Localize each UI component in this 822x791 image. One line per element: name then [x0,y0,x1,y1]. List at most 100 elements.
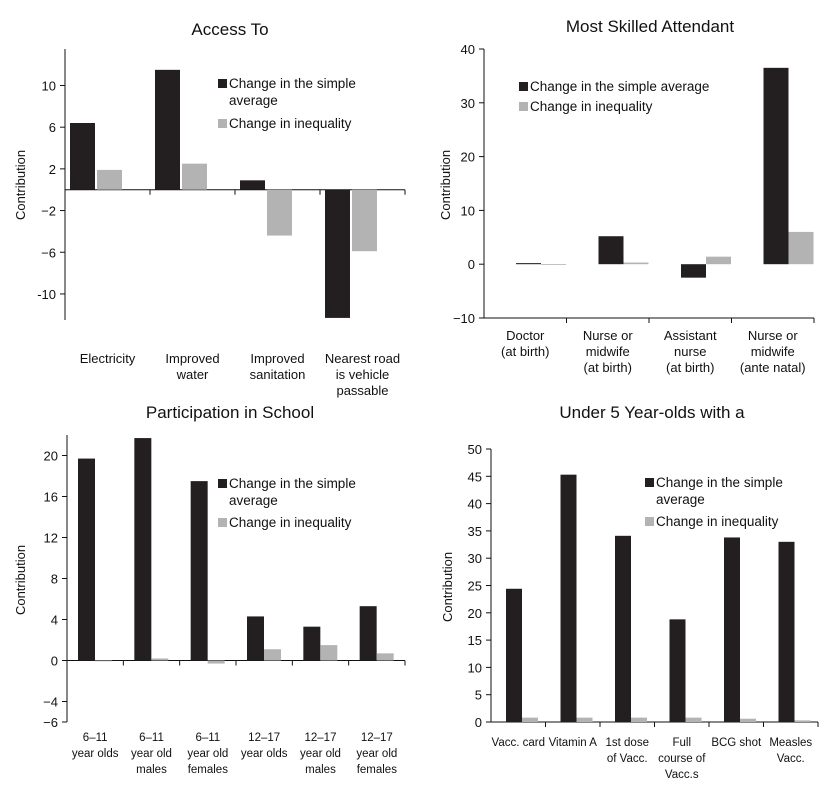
bar-inequality [352,189,377,252]
y-tick-label: 30 [461,96,475,111]
bar-average [763,67,789,265]
chart-title: Participation in School [146,403,314,422]
y-tick-label: 10 [468,660,482,675]
legend-swatch-inequality [519,102,528,111]
x-tick-label: midwife [586,344,630,359]
legend-swatch-inequality [645,517,654,526]
y-tick-label: 12 [44,531,58,546]
y-tick-label: -10 [37,287,56,302]
x-tick-label: (at birth) [666,360,714,375]
x-tick-label: 12–17 [305,732,337,744]
bar-average [190,481,208,661]
x-tick-label: males [136,764,167,776]
x-tick-label: year olds [241,748,288,760]
x-tick-label: year old [131,748,172,760]
y-tick-label: −6 [43,715,58,730]
bar-average [155,69,180,190]
bar-inequality [151,658,169,661]
bar-average [669,619,686,722]
y-tick-label: 16 [44,490,58,505]
y-tick-label: 10 [42,78,56,93]
x-tick-label: midwife [751,344,795,359]
bar-average [134,438,152,661]
x-tick-label: Vacc. [777,753,805,765]
x-tick-label: 12–17 [248,732,280,744]
x-tick-label: year old [356,748,397,760]
y-tick-label: 50 [468,442,482,457]
x-tick-label: water [176,367,209,382]
x-tick-label: Full [672,737,691,749]
chart-panel-1: Access To Contribution 10 6 2 −2 −6 -10 Electric… [13,20,406,398]
legend: Change in the simple average Change in ine… [218,76,356,131]
chart-panel-3: Participation in School Contribution 20 16 1… [13,403,406,776]
y-tick-label: 5 [475,688,482,703]
legend-swatch-inequality [218,119,227,128]
x-tick-label: (ante natal) [740,360,806,375]
bar-inequality [576,717,593,722]
legend-swatch-average [218,79,227,88]
x-tick-label: females [357,764,398,776]
x-tick-label: 6–11 [195,732,220,744]
y-tick-label: 0 [475,715,482,730]
x-tick-label: Vitamin A [549,737,598,749]
x-tick-label: year old [187,748,228,760]
x-tick-label: males [305,764,336,776]
x-tick-label: Electricity [80,351,136,366]
bar-inequality [631,717,647,722]
bar-inequality [794,720,811,722]
legend: Change in the simple average Change in ine… [645,475,783,529]
bar-average [240,180,265,190]
y-axis-label: Contribution [13,150,28,220]
bar-inequality [207,660,225,664]
bar-inequality [267,189,292,236]
x-tick-label: of Vacc. [607,753,648,765]
x-tick-label: Nurse or [583,328,634,343]
x-tick-label: 6–11 [139,732,164,744]
bar-average [516,263,541,265]
x-tick-label: nurse [674,344,707,359]
bar-inequality [740,718,756,722]
chart-title: Under 5 Year-olds with a [559,403,745,422]
bar-inequality [264,649,281,661]
y-tick-label: −6 [41,245,56,260]
x-tick-label: Improved [250,351,304,366]
y-axis-label: Contribution [438,150,453,220]
bar-average [506,588,522,722]
bar-average [359,606,377,661]
x-tick-label: BCG shot [711,737,762,749]
legend-swatch-average [218,479,227,488]
x-tick-label: is vehicle [336,367,389,382]
bar-inequality [788,231,814,265]
legend-label-average: Change in the simple average [656,475,783,507]
legend-swatch-inequality [218,518,227,527]
x-tick-label: Nurse or [748,328,799,343]
bar-inequality [522,717,538,722]
bar-inequality [685,717,702,722]
chart-title: Most Skilled Attendant [566,17,734,36]
y-tick-label: 25 [468,579,482,594]
y-tick-label: 45 [468,469,482,484]
y-tick-label: −4 [43,695,58,710]
x-tick-label: (at birth) [501,344,549,359]
bar-inequality [95,660,112,662]
legend: Change in the simple average Change in in… [519,79,709,114]
x-tick-label: course of [658,753,706,765]
y-tick-label: 8 [51,572,58,587]
x-tick-label: year old [300,748,341,760]
legend-label-inequality: Change in inequality [530,99,653,114]
y-tick-label: 20 [461,150,475,165]
x-tick-label: Doctor [506,328,545,343]
x-tick-label: 1st dose [606,737,649,749]
x-tick-label: Vacc.s [665,769,699,781]
legend-label-inequality: Change in inequality [229,116,352,131]
y-tick-label: 20 [468,606,482,621]
bar-average [724,537,740,722]
bar-average [778,541,795,722]
y-tick-label: 40 [461,42,475,57]
bar-average [78,458,95,661]
bar-average [325,189,350,318]
legend-label-inequality: Change in inequality [229,515,352,530]
x-tick-label: females [188,764,229,776]
y-tick-label: 30 [468,551,482,566]
